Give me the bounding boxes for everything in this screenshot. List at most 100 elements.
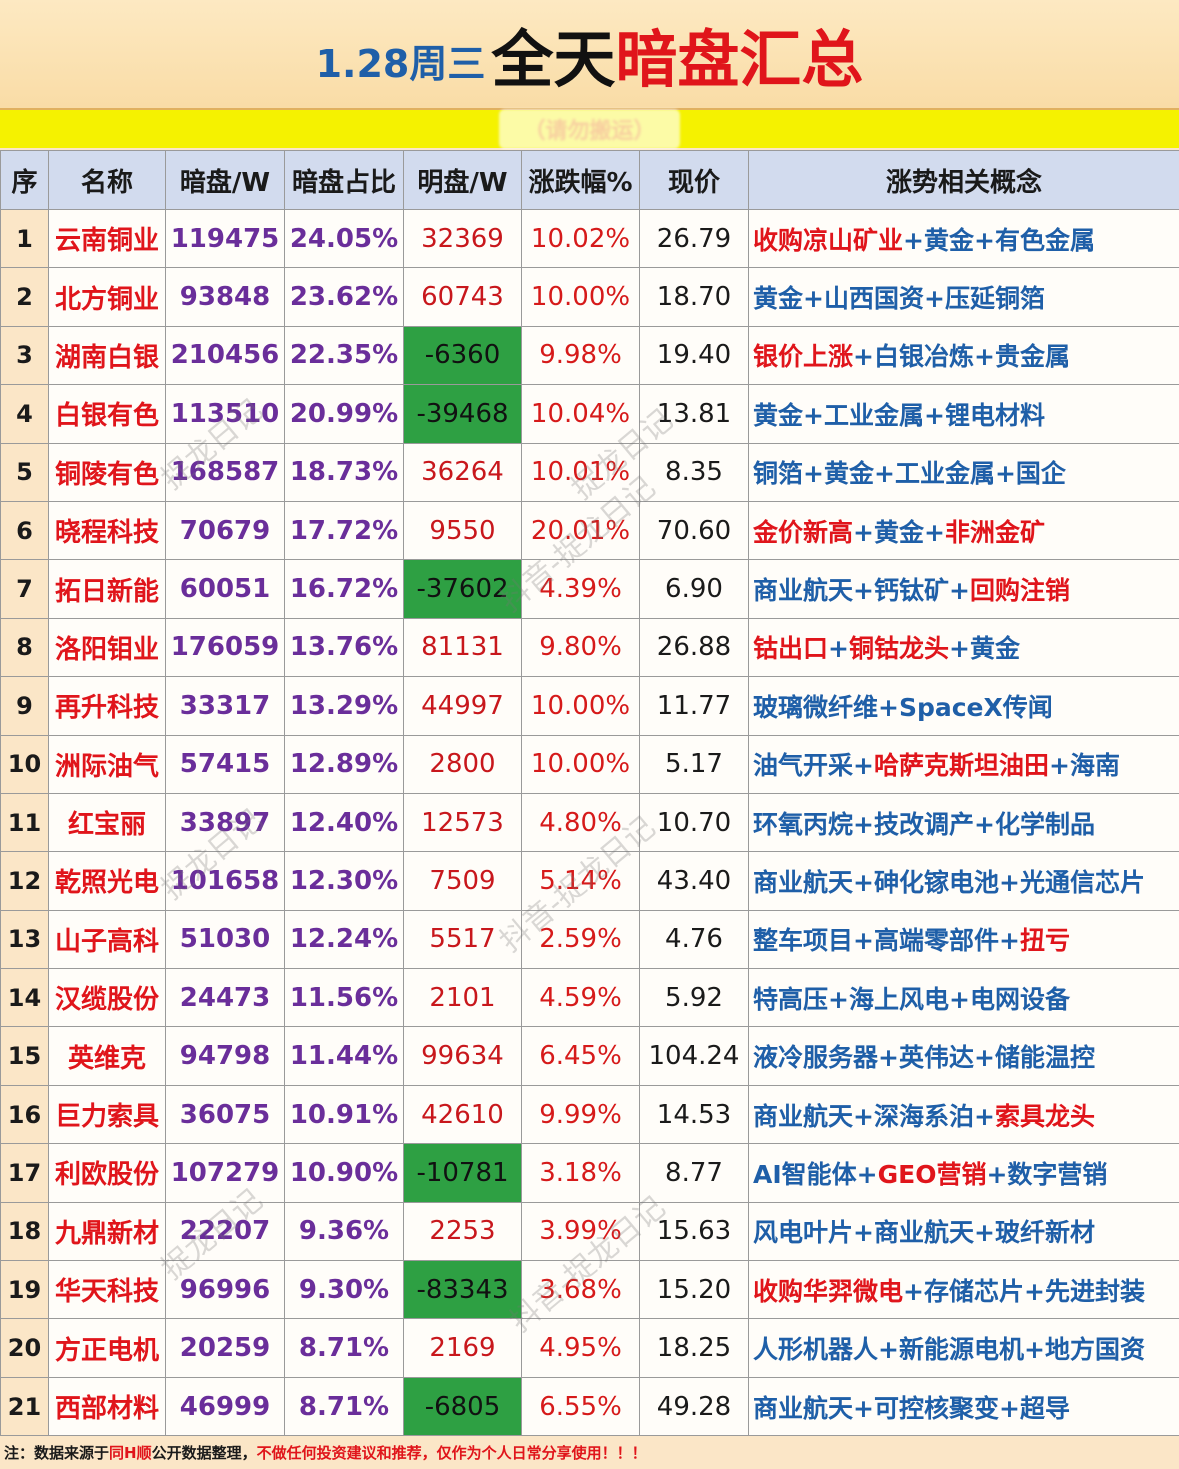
concept-tag: 工业金属 xyxy=(894,459,995,489)
concept-separator: + xyxy=(1023,1276,1045,1306)
cell-ratio: 11.56% xyxy=(284,968,404,1028)
concept-tag: 银价上涨 xyxy=(753,342,854,372)
cell-price: 43.40 xyxy=(639,851,749,911)
table-header-row: 序 名称 暗盘/W 暗盘占比 明盘/W 涨跌幅% 现价 涨势相关概念 xyxy=(0,150,1179,210)
cell-concept: 铜箔+黄金+工业金属+国企 xyxy=(748,442,1179,502)
cell-ratio: 16.72% xyxy=(284,559,404,619)
concept-separator: + xyxy=(998,867,1020,897)
concept-tag: 商业航天 xyxy=(753,576,854,606)
cell-concept: 液冷服务器+英伟达+储能温控 xyxy=(748,1026,1179,1086)
cell-bright: -10781 xyxy=(403,1143,522,1203)
table-row: 13 山子高科 51030 12.24% 5517 2.59% 4.76 整车项目+高端零部件… xyxy=(0,909,1179,970)
cell-price: 19.40 xyxy=(639,325,749,386)
cell-name: 华天科技 xyxy=(48,1260,166,1320)
table-row: 4 白银有色 113510 20.99% -39468 10.04% 13.81 黄金+工业金… xyxy=(0,384,1179,444)
concept-separator: + xyxy=(856,1159,878,1189)
cell-concept: 整车项目+高端零部件+扭亏 xyxy=(748,909,1179,970)
cell-name: 北方铜业 xyxy=(48,267,166,327)
header-ratio: 暗盘占比 xyxy=(284,150,404,210)
cell-change: 10.00% xyxy=(521,676,640,736)
concept-tag: 索具龙头 xyxy=(994,1101,1095,1131)
cell-change: 10.00% xyxy=(521,267,640,327)
cell-price: 8.35 xyxy=(639,442,749,502)
cell-seq: 11 xyxy=(0,792,49,853)
cell-seq: 9 xyxy=(0,676,49,736)
cell-name: 英维克 xyxy=(48,1026,166,1086)
cell-dark: 94798 xyxy=(165,1026,285,1086)
concept-separator: + xyxy=(973,809,995,839)
concept-tag: 商业航天 xyxy=(873,1218,974,1248)
cell-change: 3.18% xyxy=(521,1143,640,1203)
concept-tag: 国企 xyxy=(1015,459,1066,489)
cell-concept: AI智能体+GEO营销+数字营销 xyxy=(748,1143,1179,1203)
cell-change: 9.80% xyxy=(521,617,640,678)
cell-bright: 81131 xyxy=(403,617,522,678)
cell-bright: 36264 xyxy=(403,442,522,502)
cell-name: 汉缆股份 xyxy=(48,968,166,1028)
cell-name: 利欧股份 xyxy=(48,1143,166,1203)
concept-tag: 黄金 xyxy=(923,225,974,255)
cell-dark: 96996 xyxy=(165,1260,285,1320)
table-row: 18 九鼎新材 22207 9.36% 2253 3.99% 15.63 风电叶片+商业航天+… xyxy=(0,1201,1179,1262)
banner: （请勿搬运） xyxy=(0,109,1179,149)
cell-dark: 107279 xyxy=(165,1143,285,1203)
cell-name: 云南铜业 xyxy=(48,208,166,269)
table-row: 11 红宝丽 33897 12.40% 12573 4.80% 10.70 环氧丙烷+技改调产… xyxy=(0,792,1179,853)
cell-dark: 210456 xyxy=(165,325,285,386)
cell-bright: 2169 xyxy=(403,1318,522,1378)
concept-tag: 海上风电 xyxy=(848,984,949,1014)
table-body: 1 云南铜业 119475 24.05% 32369 10.02% 26.79 收购凉山矿业+… xyxy=(0,208,1179,1437)
table-row: 2 北方铜业 93848 23.62% 60743 10.00% 18.70 黄金+山西国资+… xyxy=(0,267,1179,327)
cell-concept: 黄金+山西国资+压延铜箔 xyxy=(748,267,1179,327)
concept-tag: 商业航天 xyxy=(753,867,854,897)
cell-price: 14.53 xyxy=(639,1084,749,1145)
concept-tag: 油气开采 xyxy=(753,751,854,781)
cell-dark: 168587 xyxy=(165,442,285,502)
cell-seq: 4 xyxy=(0,384,49,444)
concept-tag: SpaceX传闻 xyxy=(898,692,1053,722)
concept-separator: + xyxy=(923,400,945,430)
table-row: 19 华天科技 96996 9.30% -83343 3.68% 15.20 收购华羿微电+存… xyxy=(0,1260,1179,1320)
cell-ratio: 23.62% xyxy=(284,267,404,327)
concept-separator: + xyxy=(878,1335,899,1365)
cell-change: 6.55% xyxy=(521,1376,640,1437)
cell-ratio: 13.76% xyxy=(284,617,404,678)
cell-price: 5.17 xyxy=(639,734,749,794)
page-title: 1.28周三 全天 暗盘汇总 xyxy=(0,0,1179,110)
cell-seq: 13 xyxy=(0,909,49,970)
concept-tag: 山西国资 xyxy=(823,284,924,314)
table-row: 8 洛阳钼业 176059 13.76% 81131 9.80% 26.88 钴出口+铜钴龙头… xyxy=(0,617,1179,678)
concept-tag: 海南 xyxy=(1069,751,1120,781)
concept-tag: 玻纤新材 xyxy=(994,1218,1095,1248)
cell-name: 洛阳钼业 xyxy=(48,617,166,678)
table-row: 5 铜陵有色 168587 18.73% 36264 10.01% 8.35 铜箔+黄金+工业… xyxy=(0,442,1179,502)
cell-dark: 176059 xyxy=(165,617,285,678)
cell-dark: 22207 xyxy=(165,1201,285,1262)
concept-separator: + xyxy=(853,1393,874,1423)
cell-seq: 19 xyxy=(0,1260,49,1320)
concept-separator: + xyxy=(903,1276,924,1306)
header-change: 涨跌幅% xyxy=(521,150,640,210)
cell-name: 西部材料 xyxy=(48,1376,166,1437)
cell-seq: 6 xyxy=(0,500,49,561)
concept-tag: 高端零部件 xyxy=(873,926,999,956)
cell-change: 6.45% xyxy=(521,1026,640,1086)
table-row: 6 晓程科技 70679 17.72% 9550 20.01% 70.60 金价新高+黄金+非… xyxy=(0,500,1179,561)
cell-change: 4.95% xyxy=(521,1318,640,1378)
cell-price: 11.77 xyxy=(639,676,749,736)
concept-tag: 铜钴龙头 xyxy=(848,634,949,664)
concept-tag: 工业金属 xyxy=(823,400,924,430)
table-row: 14 汉缆股份 24473 11.56% 2101 4.59% 5.92 特高压+海上风电+电… xyxy=(0,968,1179,1028)
table-row: 15 英维克 94798 11.44% 99634 6.45% 104.24 液冷服务器+英伟… xyxy=(0,1026,1179,1086)
cell-ratio: 12.24% xyxy=(284,909,404,970)
cell-ratio: 20.99% xyxy=(284,384,404,444)
cell-name: 白银有色 xyxy=(48,384,166,444)
cell-bright: 2800 xyxy=(403,734,522,794)
concept-tag: AI智能体 xyxy=(753,1159,857,1189)
concept-tag: 黄金 xyxy=(753,284,804,314)
concept-tag: 环氧丙烷 xyxy=(753,809,854,839)
concept-tag: 超导 xyxy=(1019,1393,1070,1423)
table-row: 10 洲际油气 57415 12.89% 2800 10.00% 5.17 油气开采+哈萨克斯… xyxy=(0,734,1179,794)
concept-tag: 电网设备 xyxy=(969,984,1070,1014)
